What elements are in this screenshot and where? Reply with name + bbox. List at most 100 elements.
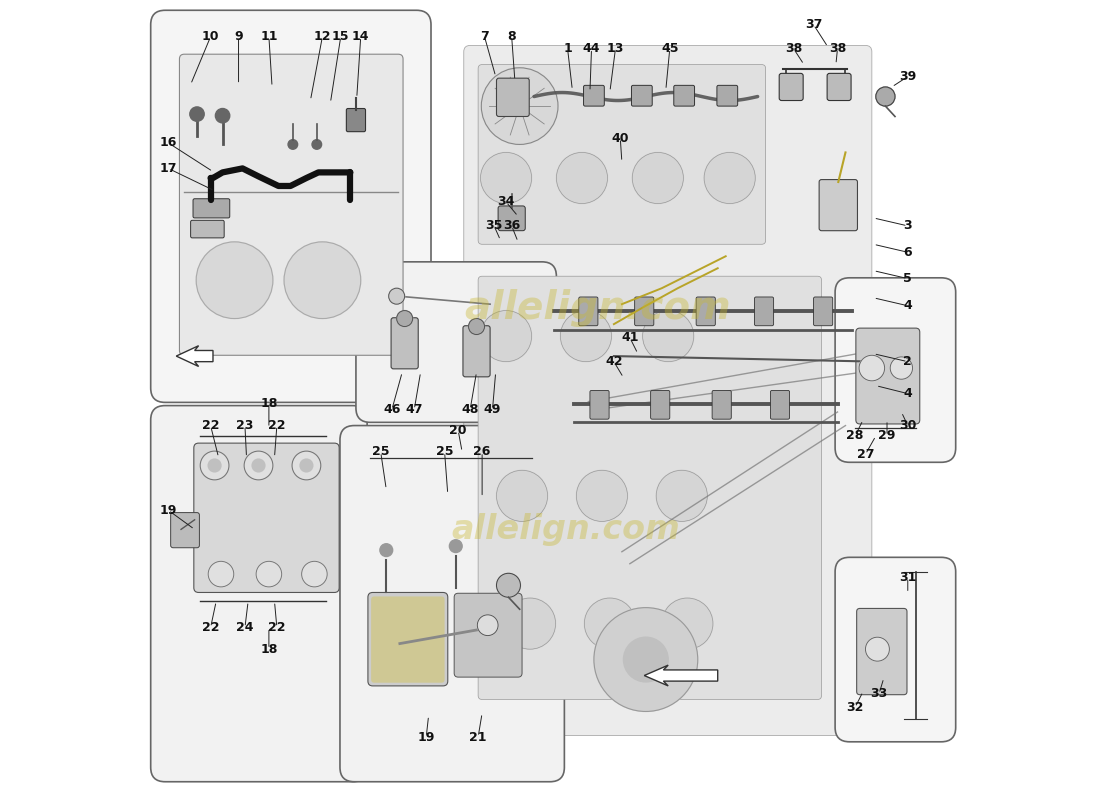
- Circle shape: [300, 459, 312, 472]
- Text: 15: 15: [332, 30, 350, 43]
- FancyBboxPatch shape: [367, 593, 448, 686]
- Circle shape: [662, 598, 713, 649]
- Text: 8: 8: [507, 30, 516, 43]
- Circle shape: [256, 562, 282, 587]
- FancyBboxPatch shape: [498, 206, 525, 230]
- Text: 14: 14: [352, 30, 370, 43]
- FancyBboxPatch shape: [190, 220, 224, 238]
- Text: 13: 13: [607, 42, 624, 55]
- Circle shape: [505, 598, 556, 649]
- Text: 32: 32: [846, 701, 864, 714]
- FancyBboxPatch shape: [583, 86, 604, 106]
- Text: 26: 26: [473, 446, 491, 458]
- Circle shape: [866, 637, 890, 661]
- Text: 24: 24: [236, 621, 254, 634]
- Text: 5: 5: [903, 272, 912, 285]
- FancyBboxPatch shape: [340, 426, 564, 782]
- Text: 22: 22: [268, 419, 286, 432]
- Text: 27: 27: [857, 448, 874, 461]
- FancyBboxPatch shape: [857, 609, 907, 694]
- FancyBboxPatch shape: [579, 297, 598, 326]
- Text: 38: 38: [785, 42, 802, 55]
- FancyBboxPatch shape: [464, 46, 872, 735]
- FancyBboxPatch shape: [151, 10, 431, 402]
- Circle shape: [704, 153, 756, 203]
- Text: 19: 19: [160, 504, 177, 517]
- Text: 36: 36: [503, 219, 520, 233]
- Text: 19: 19: [418, 730, 434, 743]
- Circle shape: [312, 140, 321, 150]
- Text: 49: 49: [484, 403, 502, 416]
- FancyBboxPatch shape: [170, 513, 199, 548]
- Text: 31: 31: [899, 570, 916, 584]
- Text: 20: 20: [450, 424, 466, 437]
- Circle shape: [469, 318, 484, 334]
- Text: 1: 1: [563, 42, 572, 55]
- Circle shape: [481, 310, 531, 362]
- Text: 16: 16: [160, 136, 177, 150]
- FancyBboxPatch shape: [696, 297, 715, 326]
- Circle shape: [216, 109, 230, 123]
- Circle shape: [208, 459, 221, 472]
- Text: 12: 12: [314, 30, 331, 43]
- Text: 48: 48: [462, 403, 478, 416]
- Circle shape: [301, 562, 327, 587]
- Circle shape: [594, 608, 697, 711]
- Text: 18: 18: [261, 398, 277, 410]
- Polygon shape: [645, 665, 717, 686]
- FancyBboxPatch shape: [814, 297, 833, 326]
- FancyBboxPatch shape: [192, 198, 230, 218]
- Circle shape: [477, 615, 498, 635]
- Text: 35: 35: [485, 219, 503, 233]
- FancyBboxPatch shape: [346, 109, 365, 132]
- Text: 44: 44: [583, 42, 601, 55]
- Text: 25: 25: [436, 446, 453, 458]
- FancyBboxPatch shape: [674, 86, 694, 106]
- Text: 29: 29: [878, 430, 895, 442]
- Text: 38: 38: [829, 42, 846, 55]
- Circle shape: [859, 355, 884, 381]
- Circle shape: [284, 242, 361, 318]
- Circle shape: [890, 357, 913, 379]
- FancyBboxPatch shape: [779, 74, 803, 101]
- FancyBboxPatch shape: [820, 179, 858, 230]
- FancyBboxPatch shape: [356, 262, 557, 422]
- Text: 17: 17: [160, 162, 177, 175]
- Circle shape: [379, 544, 393, 557]
- Text: 22: 22: [268, 621, 286, 634]
- FancyBboxPatch shape: [392, 318, 418, 369]
- Text: 11: 11: [260, 30, 277, 43]
- FancyBboxPatch shape: [712, 390, 732, 419]
- Circle shape: [252, 459, 265, 472]
- Text: 39: 39: [899, 70, 916, 83]
- Circle shape: [388, 288, 405, 304]
- Text: 45: 45: [661, 42, 679, 55]
- FancyBboxPatch shape: [151, 406, 367, 782]
- Text: 22: 22: [201, 419, 219, 432]
- Text: 42: 42: [605, 355, 623, 368]
- Text: allelign.com: allelign.com: [452, 513, 680, 546]
- Text: 9: 9: [234, 30, 243, 43]
- Polygon shape: [176, 346, 213, 366]
- FancyBboxPatch shape: [856, 328, 920, 424]
- FancyBboxPatch shape: [179, 54, 403, 355]
- Circle shape: [657, 470, 707, 522]
- Circle shape: [642, 310, 694, 362]
- Circle shape: [557, 153, 607, 203]
- FancyBboxPatch shape: [770, 390, 790, 419]
- Text: 41: 41: [621, 331, 639, 344]
- Text: 6: 6: [903, 246, 912, 258]
- Text: 4: 4: [903, 387, 912, 400]
- FancyBboxPatch shape: [194, 443, 339, 593]
- Circle shape: [584, 598, 636, 649]
- FancyBboxPatch shape: [827, 74, 851, 101]
- FancyBboxPatch shape: [635, 297, 653, 326]
- FancyBboxPatch shape: [478, 65, 766, 244]
- Circle shape: [244, 451, 273, 480]
- Circle shape: [632, 153, 683, 203]
- Text: 25: 25: [372, 446, 389, 458]
- Circle shape: [292, 451, 321, 480]
- Circle shape: [481, 153, 531, 203]
- Circle shape: [560, 310, 612, 362]
- FancyBboxPatch shape: [835, 558, 956, 742]
